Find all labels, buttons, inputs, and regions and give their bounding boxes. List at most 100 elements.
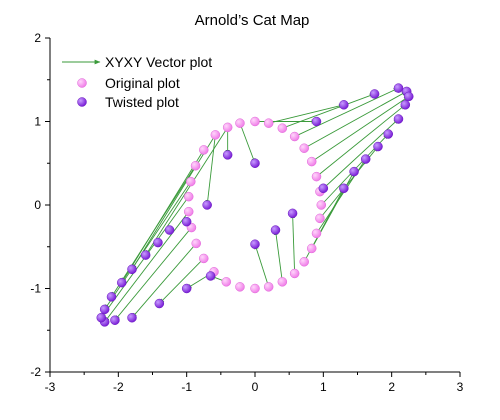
original-points: [183, 116, 327, 294]
original-point: [263, 118, 274, 128]
x-tick-label: 3: [457, 380, 464, 394]
original-point: [222, 122, 233, 133]
original-point: [235, 282, 245, 292]
vector-arrow: [104, 181, 192, 310]
x-tick-label: -1: [181, 380, 192, 394]
original-point: [250, 116, 260, 127]
original-point: [277, 123, 288, 133]
twisted-point: [383, 129, 393, 139]
twisted-point: [250, 158, 260, 168]
original-point: [210, 130, 221, 140]
chart-title: Arnold’s Cat Map: [195, 12, 310, 29]
twisted-point: [373, 141, 383, 152]
twisted-point: [369, 89, 380, 99]
original-point: [289, 268, 300, 279]
twisted-point: [400, 100, 411, 110]
twisted-point: [270, 225, 281, 235]
original-point: [183, 191, 194, 202]
vector-arrow: [303, 91, 408, 149]
vector-arrow: [205, 134, 216, 206]
original-point: [186, 176, 196, 187]
twisted-point: [250, 239, 260, 249]
twisted-point: [393, 83, 404, 93]
legend-label-vector: XYXY Vector plot: [105, 54, 212, 70]
twisted-point: [127, 312, 137, 323]
x-tick-label: 0: [252, 380, 259, 394]
legend-label-twisted: Twisted plot: [105, 94, 179, 110]
twisted-point: [96, 312, 106, 323]
twisted-point: [154, 298, 165, 309]
original-point: [289, 131, 300, 142]
twisted-point: [181, 216, 192, 227]
legend: XYXY Vector plot Original plot Twisted p…: [62, 54, 212, 110]
x-tick-label: -3: [45, 380, 56, 394]
vector-arrow: [121, 149, 205, 284]
twisted-point: [349, 166, 359, 177]
twisted-point: [311, 116, 322, 127]
original-point: [263, 282, 274, 292]
vector-arrow: [114, 227, 192, 321]
y-tick-label: 1: [34, 115, 41, 129]
twisted-point: [404, 91, 414, 102]
original-point: [235, 118, 245, 128]
vector-arrow: [158, 258, 205, 304]
twisted-point: [117, 277, 127, 288]
y-tick-label: -1: [30, 282, 41, 296]
original-point: [311, 228, 322, 239]
twisted-point: [222, 150, 233, 160]
twisted-point: [106, 292, 117, 302]
vector-arrow: [254, 243, 270, 287]
original-point: [316, 200, 327, 210]
legend-label-original: Original plot: [105, 75, 180, 91]
twisted-point: [164, 225, 175, 235]
twisted-point: [339, 100, 349, 110]
twisted-point: [140, 250, 151, 260]
twisted-point: [153, 237, 163, 248]
vector-arrow: [316, 104, 406, 177]
twisted-point: [127, 264, 137, 275]
original-point: [315, 213, 325, 224]
x-tick-label: -2: [113, 380, 124, 394]
axes: -3 -2 -1 0 1 2 3 -2 -1 0 1 2: [30, 31, 463, 394]
vector-arrow: [131, 134, 216, 270]
twisted-point: [360, 154, 371, 164]
y-tick-label: -2: [30, 365, 41, 379]
twisted-point: [393, 114, 404, 124]
vector-arrow: [268, 103, 345, 124]
legend-twisted-symbol: [77, 97, 87, 107]
vector-arrow: [282, 93, 376, 129]
twisted-point: [205, 271, 216, 281]
original-point: [299, 143, 309, 153]
original-point: [306, 243, 317, 254]
vector-arrow: [294, 87, 399, 137]
twisted-point: [181, 283, 192, 294]
twisted-point: [110, 315, 120, 325]
original-point: [221, 277, 232, 287]
legend-original-symbol: [77, 78, 87, 88]
twisted-point: [202, 200, 212, 210]
vector-arrow: [104, 211, 190, 323]
vector-arrow: [145, 127, 229, 256]
original-point: [277, 277, 288, 287]
vector-arrow: [273, 229, 283, 282]
x-tick-label: 2: [388, 380, 395, 394]
vector-arrow: [290, 212, 296, 274]
vector-arrow: [239, 123, 256, 164]
twisted-point: [287, 208, 298, 219]
vector-arrow: [311, 96, 410, 162]
original-point: [299, 257, 309, 267]
original-point: [190, 161, 201, 171]
original-point: [183, 206, 194, 217]
original-point: [199, 253, 209, 264]
twisted-point: [99, 304, 110, 315]
twisted-point: [339, 183, 349, 194]
original-point: [311, 171, 322, 182]
x-tick-label: 1: [320, 380, 327, 394]
original-point: [199, 145, 209, 155]
y-tick-label: 0: [34, 198, 41, 212]
twisted-points: [96, 83, 414, 327]
original-point: [306, 156, 317, 167]
original-point: [191, 238, 201, 249]
